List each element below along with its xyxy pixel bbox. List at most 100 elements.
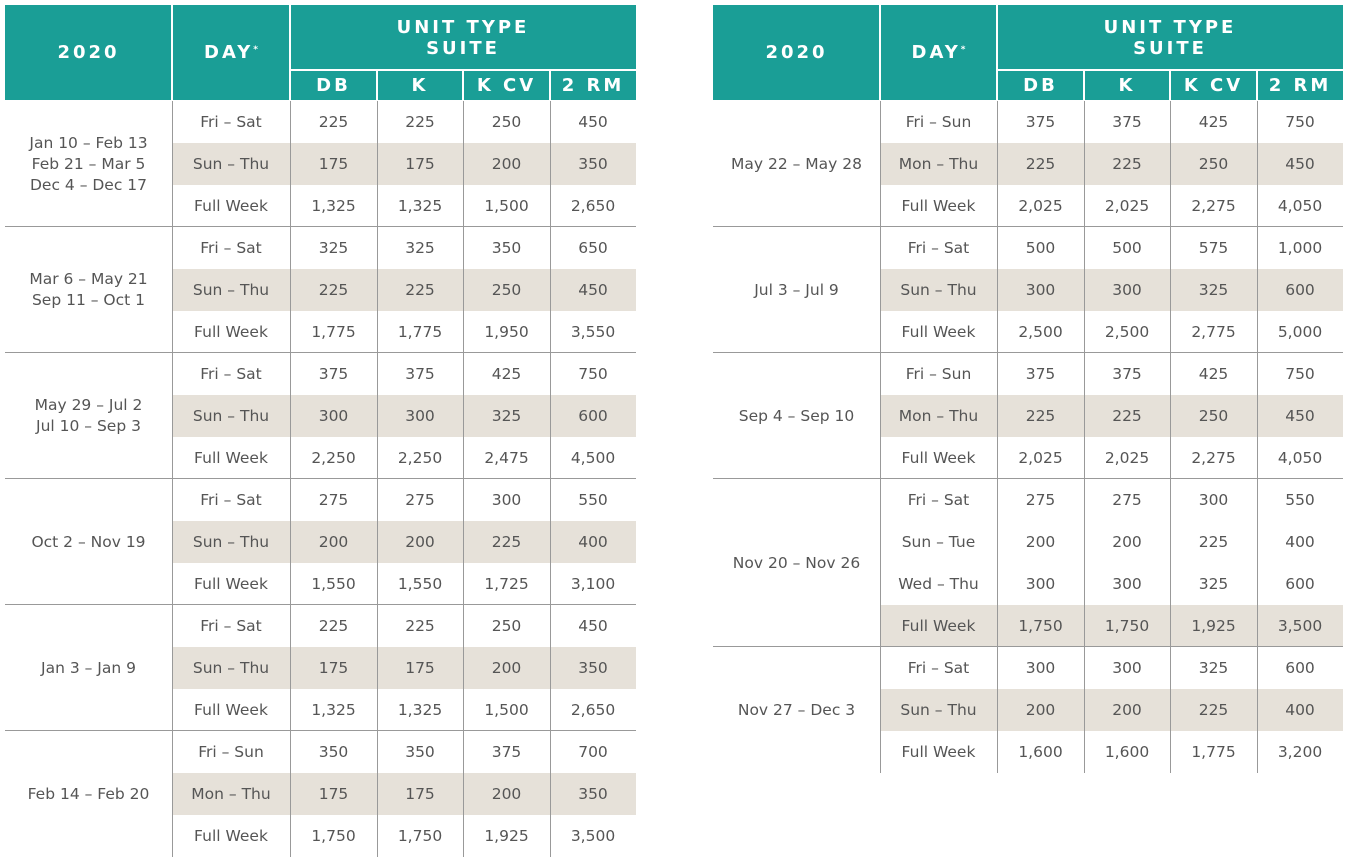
price-cell: 1,550 bbox=[397, 575, 443, 593]
column-divider bbox=[1257, 101, 1258, 773]
date-lines: Mar 6 – May 21 Sep 11 – Oct 1 bbox=[29, 269, 147, 311]
header-column: 2 RM bbox=[550, 70, 636, 100]
price-cell: 200 bbox=[290, 521, 377, 563]
price-cell: 1,000 bbox=[1277, 239, 1323, 257]
price-cell: 3,200 bbox=[1277, 743, 1323, 761]
price-cell: 225 bbox=[405, 617, 435, 635]
day-cell: Mon – Thu bbox=[880, 143, 997, 185]
date-range: Oct 2 – Nov 19 bbox=[5, 479, 172, 605]
header-unit-text: UNIT TYPE SUITE bbox=[1104, 17, 1237, 59]
price-cell: 750 bbox=[1285, 113, 1315, 131]
day-cell: Full Week bbox=[880, 605, 997, 647]
day-cell: Mon – Thu bbox=[880, 395, 997, 437]
day-cell: Fri – Sat bbox=[907, 491, 970, 509]
header-day: DAY* bbox=[172, 5, 290, 100]
price-cell: 175 bbox=[377, 647, 463, 689]
price-cell: 450 bbox=[1257, 143, 1343, 185]
price-cell: 2,500 bbox=[1104, 323, 1150, 341]
header-divider bbox=[1169, 70, 1171, 100]
price-cell: 5,000 bbox=[1277, 323, 1323, 341]
price-cell: 175 bbox=[290, 647, 377, 689]
date-lines: Nov 27 – Dec 3 bbox=[738, 700, 855, 721]
date-range: Jul 3 – Jul 9 bbox=[713, 227, 880, 353]
price-cell: 425 bbox=[491, 365, 522, 383]
price-cell: 650 bbox=[578, 239, 608, 257]
price-cell: 1,750 bbox=[311, 827, 356, 845]
group-divider bbox=[713, 226, 1343, 227]
date-range: May 22 – May 28 bbox=[713, 101, 880, 227]
header-column: DB bbox=[997, 70, 1084, 100]
day-cell: Full Week bbox=[194, 323, 268, 341]
price-cell: 575 bbox=[1198, 239, 1229, 257]
group-divider bbox=[5, 604, 636, 605]
price-cell: 2,025 bbox=[1018, 197, 1063, 215]
price-cell: 4,500 bbox=[570, 449, 616, 467]
date-range: Mar 6 – May 21 Sep 11 – Oct 1 bbox=[5, 227, 172, 353]
price-cell: 200 bbox=[463, 143, 550, 185]
header-column: 2 RM bbox=[1257, 70, 1343, 100]
group-divider bbox=[713, 478, 1343, 479]
date-line: May 29 – Jul 2 bbox=[34, 396, 143, 414]
day-cell: Full Week bbox=[901, 323, 976, 341]
price-cell: 350 bbox=[550, 143, 636, 185]
price-cell: 1,500 bbox=[484, 701, 529, 719]
header-unit-type: UNIT TYPE bbox=[396, 16, 530, 38]
price-cell: 550 bbox=[1285, 491, 1315, 509]
date-line: Nov 27 – Dec 3 bbox=[737, 700, 856, 719]
column-divider bbox=[463, 101, 464, 857]
price-cell: 375 bbox=[405, 365, 435, 383]
price-cell: 200 bbox=[1084, 689, 1170, 731]
price-cell: 175 bbox=[290, 773, 377, 815]
header-day-mark: * bbox=[960, 45, 966, 55]
date-lines: Sep 4 – Sep 10 bbox=[739, 406, 854, 427]
price-cell: 225 bbox=[1198, 533, 1229, 551]
price-cell: 1,600 bbox=[1018, 743, 1063, 761]
price-cell: 200 bbox=[463, 647, 550, 689]
price-cell: 225 bbox=[997, 143, 1084, 185]
column-divider bbox=[1170, 101, 1171, 773]
header-unit: UNIT TYPE SUITE bbox=[997, 5, 1343, 70]
price-cell: 275 bbox=[318, 491, 349, 509]
price-cell: 400 bbox=[1285, 533, 1315, 551]
day-cell: Full Week bbox=[901, 743, 976, 761]
price-cell: 1,325 bbox=[397, 701, 443, 719]
price-cell: 250 bbox=[1170, 395, 1257, 437]
header-divider bbox=[549, 70, 551, 100]
price-cell: 275 bbox=[1025, 491, 1056, 509]
price-cell: 2,025 bbox=[1104, 197, 1150, 215]
day-cell: Fri – Sat bbox=[200, 617, 262, 635]
price-cell: 2,775 bbox=[1191, 323, 1236, 341]
day-cell: Fri – Sat bbox=[907, 659, 970, 677]
price-cell: 1,750 bbox=[1084, 605, 1170, 647]
header-divider bbox=[1256, 70, 1258, 100]
price-cell: 275 bbox=[405, 491, 435, 509]
header-day-mark: * bbox=[253, 45, 258, 55]
day-cell: Sun – Thu bbox=[172, 521, 290, 563]
price-cell: 400 bbox=[550, 521, 636, 563]
price-cell: 225 bbox=[318, 617, 349, 635]
price-cell: 225 bbox=[405, 113, 435, 131]
price-cell: 225 bbox=[318, 113, 349, 131]
column-divider bbox=[550, 101, 551, 857]
price-cell: 2,275 bbox=[1191, 197, 1236, 215]
group-divider bbox=[5, 730, 636, 731]
price-cell: 2,250 bbox=[397, 449, 443, 467]
price-cell: 375 bbox=[491, 743, 522, 761]
price-cell: 400 bbox=[1257, 689, 1343, 731]
price-cell: 225 bbox=[290, 269, 377, 311]
price-cell: 300 bbox=[1112, 659, 1142, 677]
price-cell: 325 bbox=[463, 395, 550, 437]
date-line: Sep 11 – Oct 1 bbox=[31, 291, 146, 309]
price-cell: 175 bbox=[290, 143, 377, 185]
price-cell: 1,950 bbox=[484, 323, 529, 341]
price-cell: 1,500 bbox=[484, 197, 529, 215]
header-suite: SUITE bbox=[1133, 37, 1207, 59]
header-divider bbox=[376, 70, 378, 100]
group-divider bbox=[713, 352, 1343, 353]
price-cell: 1,775 bbox=[397, 323, 443, 341]
group-divider bbox=[5, 352, 636, 353]
date-range: Jan 10 – Feb 13 Feb 21 – Mar 5 Dec 4 – Dec… bbox=[5, 101, 172, 227]
header-divider bbox=[1083, 70, 1085, 100]
day-cell: Full Week bbox=[194, 827, 268, 845]
price-cell: 325 bbox=[318, 239, 349, 257]
